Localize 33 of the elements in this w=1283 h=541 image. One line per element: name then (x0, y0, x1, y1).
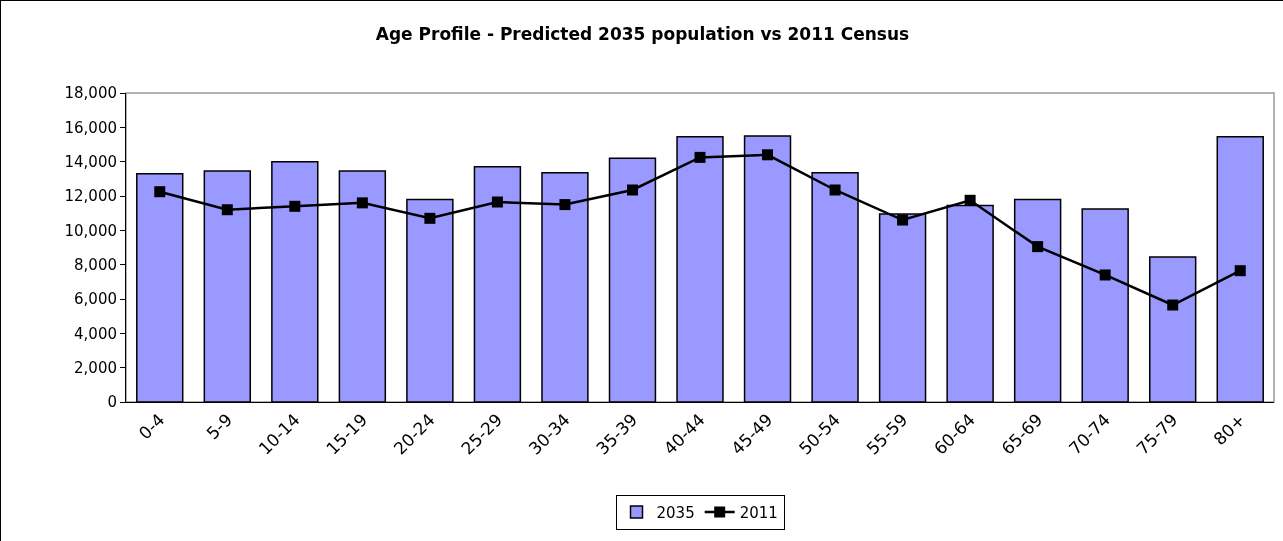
point (626, 184, 638, 196)
y-tick-label: 8,000 (74, 255, 117, 274)
point (424, 212, 436, 224)
y-tick-label: 4,000 (74, 324, 117, 343)
point (762, 149, 774, 161)
legend-label: 2011 (739, 503, 778, 522)
y-tick-label: 2,000 (74, 358, 117, 377)
point (1234, 265, 1246, 277)
x-tick-label: 0-4 (134, 409, 169, 444)
point (289, 200, 301, 212)
point (1167, 299, 1179, 311)
y-tick-label: 14,000 (64, 152, 117, 171)
point (559, 199, 571, 211)
x-tick-label: 5-9 (202, 409, 237, 444)
y-tick-label: 16,000 (64, 118, 117, 137)
legend-label: 2035 (656, 503, 695, 522)
point (1099, 269, 1111, 281)
point (491, 196, 503, 208)
x-tick-label: 80+ (1209, 409, 1250, 450)
point (221, 204, 233, 216)
point (356, 197, 368, 209)
point (829, 184, 841, 196)
y-tick-label: 6,000 (74, 290, 117, 309)
y-tick-label: 12,000 (64, 187, 117, 206)
y-tick-label: 0 (107, 393, 117, 412)
y-tick-label: 10,000 (64, 221, 117, 240)
point (897, 214, 909, 226)
chart-title: Age Profile - Predicted 2035 population vs 2011 Census (375, 23, 910, 44)
point (964, 194, 976, 206)
point (154, 186, 166, 198)
point (1032, 241, 1044, 253)
point (694, 151, 706, 163)
y-tick-label: 18,000 (64, 84, 117, 103)
